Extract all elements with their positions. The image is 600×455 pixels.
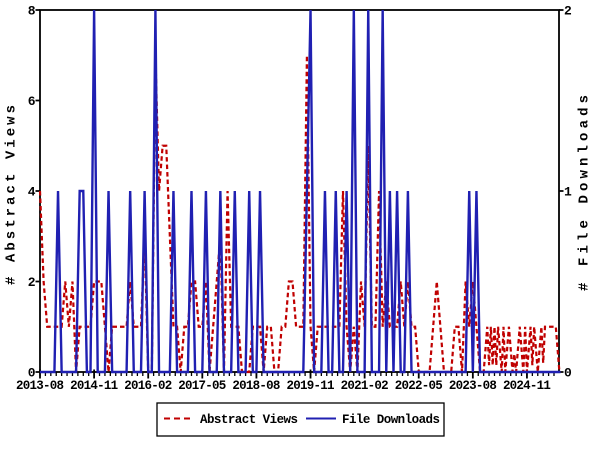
svg-text:2: 2 — [28, 275, 36, 290]
svg-text:2017-05: 2017-05 — [178, 379, 226, 393]
svg-text:2019-11: 2019-11 — [287, 379, 335, 393]
svg-text:2022-05: 2022-05 — [395, 379, 443, 393]
svg-text:2024-11: 2024-11 — [503, 379, 551, 393]
svg-text:0: 0 — [28, 366, 36, 381]
svg-text:2021-02: 2021-02 — [341, 379, 389, 393]
svg-text:2023-08: 2023-08 — [449, 379, 497, 393]
svg-text:1: 1 — [564, 185, 572, 200]
svg-text:0: 0 — [564, 366, 572, 381]
svg-text:2014-11: 2014-11 — [70, 379, 118, 393]
svg-text:4: 4 — [28, 185, 36, 200]
svg-text:2: 2 — [564, 4, 572, 19]
svg-text:2018-08: 2018-08 — [232, 379, 280, 393]
svg-text:6: 6 — [28, 94, 36, 109]
svg-text:2013-08: 2013-08 — [16, 379, 64, 393]
svg-text:Abstract Views: Abstract Views — [200, 413, 298, 427]
svg-text:2016-02: 2016-02 — [124, 379, 172, 393]
svg-text:8: 8 — [28, 4, 36, 19]
svg-text:File Downloads: File Downloads — [342, 413, 440, 427]
